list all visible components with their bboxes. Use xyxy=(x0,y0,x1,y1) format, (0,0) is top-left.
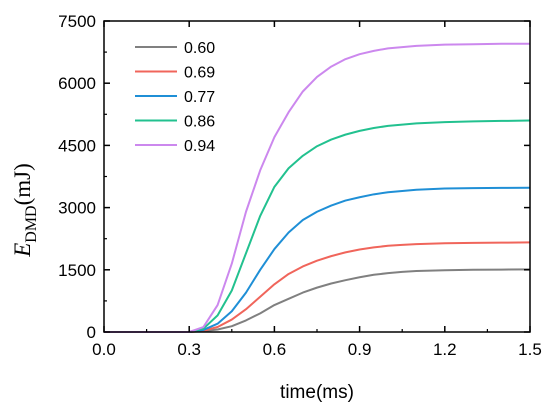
series-line-0-86 xyxy=(104,119,531,333)
x-axis-label: time(ms) xyxy=(280,382,354,403)
series-line-0-94 xyxy=(104,42,530,333)
y-axis-label-subscript: DMD xyxy=(23,205,40,242)
legend-item: 0.86 xyxy=(135,114,215,131)
plot-frame xyxy=(103,20,531,333)
series-group xyxy=(104,42,531,333)
legend-label: 0.94 xyxy=(184,138,215,155)
x-tick-label: 0.6 xyxy=(263,340,287,359)
x-tick-label: 0.9 xyxy=(348,340,372,359)
y-axis-label-main: E xyxy=(10,243,35,258)
y-tick-label: 3000 xyxy=(58,199,96,218)
series-line-0-69 xyxy=(104,241,531,333)
legend-item: 0.69 xyxy=(135,65,215,82)
y-axis-label-unit: (mJ) xyxy=(10,163,35,205)
y-tick-label: 4500 xyxy=(58,136,96,155)
legend: 0.60 0.69 0.77 0.86 0.94 xyxy=(135,40,215,155)
axes: 0.0 0.3 0.6 0.9 1.2 1.5 0 1500 3000 4500 6000 7500 xyxy=(58,12,542,359)
legend-item: 0.60 xyxy=(135,40,215,57)
y-tick-label: 7500 xyxy=(58,12,96,31)
x-tick-label: 0.0 xyxy=(92,340,116,359)
legend-item: 0.77 xyxy=(135,89,215,106)
series-line-0-77 xyxy=(104,186,531,333)
legend-label: 0.69 xyxy=(184,65,215,82)
series-line-0-60 xyxy=(104,268,531,333)
y-tick-label: 0 xyxy=(87,323,96,342)
y-axis-label: EDMD(mJ) xyxy=(10,163,40,258)
x-tick-label: 0.3 xyxy=(177,340,201,359)
legend-label: 0.77 xyxy=(184,89,215,106)
legend-label: 0.86 xyxy=(184,114,215,131)
x-tick-label: 1.2 xyxy=(433,340,457,359)
y-tick-label: 6000 xyxy=(58,74,96,93)
legend-item: 0.94 xyxy=(135,138,215,155)
x-tick-label: 1.5 xyxy=(518,340,542,359)
y-tick-label: 1500 xyxy=(58,261,96,280)
legend-label: 0.60 xyxy=(184,40,215,57)
